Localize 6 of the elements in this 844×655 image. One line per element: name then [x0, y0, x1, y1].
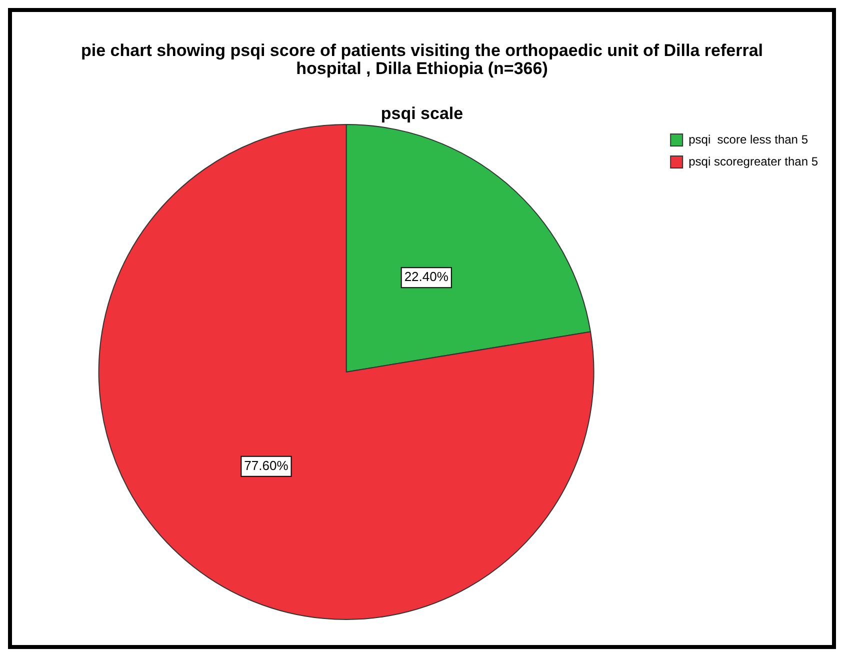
chart-subtitle: psqi scale — [380, 104, 464, 124]
data-label: 22.40% — [404, 269, 449, 284]
legend-label: psqi score less than 5 — [688, 132, 808, 146]
chart-title: pie chart showing psqi score of patients visiting the orthopaedic unit of Dilla referral hospital , Dilla Ethiopia (n=366) — [80, 40, 764, 78]
legend-label: psqi scoregreater than 5 — [688, 154, 818, 168]
data-label: 77.60% — [244, 458, 289, 473]
